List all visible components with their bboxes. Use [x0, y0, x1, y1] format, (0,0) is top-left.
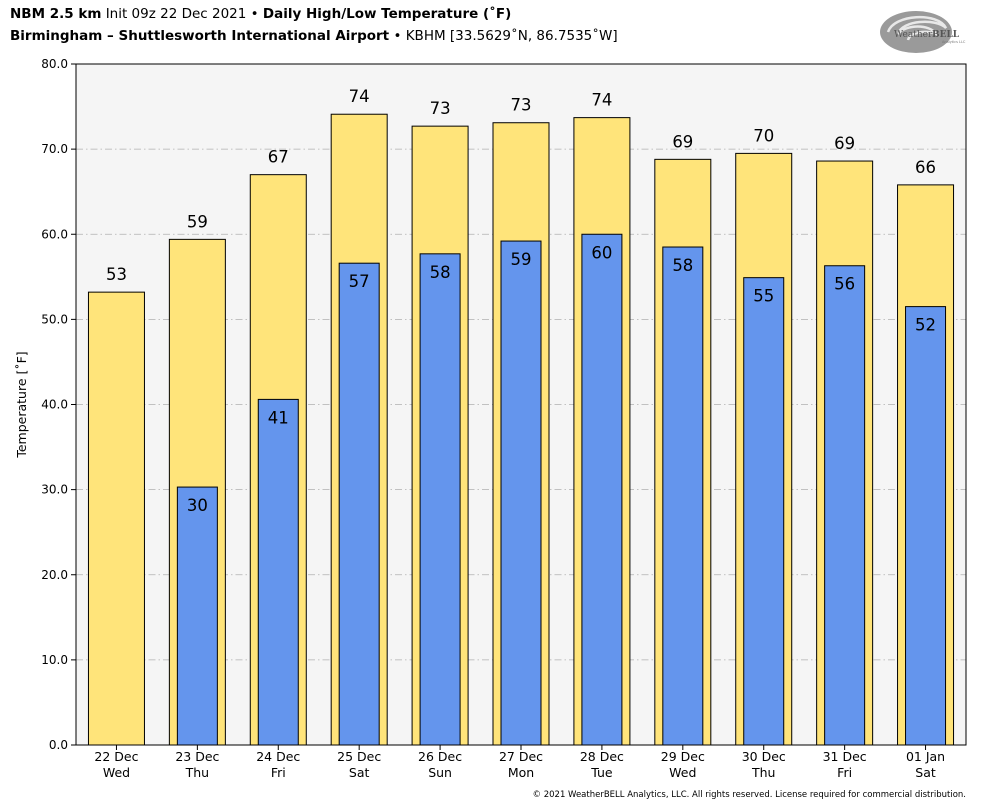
y-tick-label: 70.0 [41, 142, 68, 156]
chart-title-line-2: Birmingham – Shuttlesworth International… [10, 28, 618, 44]
low-bar [176, 486, 218, 746]
y-tick-label: 20.0 [41, 568, 68, 582]
low-bar-label: 41 [268, 408, 289, 427]
x-tick-date: 24 Dec [256, 749, 300, 764]
y-tick-label: 10.0 [41, 653, 68, 667]
high-bar-label: 73 [511, 96, 532, 115]
high-temperature-labels: 53 59 67 74 73 73 74 69 70 69 66 [106, 87, 936, 284]
low-bar-label: 60 [591, 243, 612, 262]
x-tick-date: 30 Dec [742, 749, 786, 764]
y-tick-label: 30.0 [41, 483, 68, 497]
x-tick-day: Wed [103, 765, 130, 780]
copyright-notice: © 2021 WeatherBELL Analytics, LLC. All r… [532, 790, 966, 800]
low-bar [338, 262, 380, 746]
x-tick-date: 29 Dec [661, 749, 705, 764]
logo-text-b: BELL [932, 30, 960, 40]
high-bar [87, 291, 145, 746]
low-bar-label: 56 [834, 275, 855, 294]
high-bar-label: 69 [672, 132, 693, 151]
low-bar-label: 57 [349, 272, 370, 291]
logo-text-a: Weather [894, 30, 933, 40]
low-bar-label: 30 [187, 496, 208, 515]
product-name: Daily High/Low Temperature (˚F) [262, 6, 512, 22]
high-bar-label: 69 [834, 134, 855, 153]
x-tick-date: 22 Dec [94, 749, 138, 764]
x-tick-date: 25 Dec [337, 749, 381, 764]
model-name: NBM 2.5 km [10, 6, 102, 22]
low-bar [419, 253, 461, 746]
separator: • [393, 28, 402, 44]
low-bar [743, 277, 785, 746]
high-bar-label: 74 [591, 91, 612, 110]
low-bar-label: 58 [672, 256, 693, 275]
station-info: KBHM [33.5629˚N, 86.7535˚W] [405, 28, 618, 44]
x-tick-day: Mon [508, 765, 534, 780]
high-bar-label: 53 [106, 265, 127, 284]
high-bar-label: 66 [915, 158, 936, 177]
low-bar-label: 55 [753, 287, 774, 306]
x-tick-day: Fri [837, 765, 852, 780]
x-tick-day: Thu [185, 765, 209, 780]
logo-sub: Analytics LLC [942, 40, 966, 44]
low-bar [662, 246, 704, 746]
low-bar-label: 52 [915, 316, 936, 335]
init-time: Init 09z 22 Dec 2021 [105, 6, 247, 22]
low-bar [500, 240, 542, 746]
x-tick-date: 23 Dec [175, 749, 219, 764]
low-bar-label: 59 [511, 250, 532, 269]
y-tick-label: 80.0 [41, 57, 68, 71]
y-axis-label: Temperature [˚F] [14, 351, 29, 458]
high-bar-label: 74 [349, 87, 370, 106]
x-tick-day: Thu [751, 765, 775, 780]
y-tick-label: 60.0 [41, 227, 68, 241]
low-bar [257, 398, 299, 746]
x-tick-day: Sat [915, 765, 936, 780]
x-tick-day: Sun [428, 765, 452, 780]
low-bar [824, 265, 866, 746]
x-tick-day: Tue [590, 765, 613, 780]
y-tick-label: 0.0 [49, 738, 68, 752]
high-bar-label: 67 [268, 148, 289, 167]
high-bar-label: 73 [430, 99, 451, 118]
low-temperature-labels: 30 41 57 58 59 60 58 55 56 52 [187, 243, 936, 515]
low-bar [905, 306, 947, 746]
y-axis: 0.0 10.0 20.0 30.0 40.0 50.0 60.0 70.0 80.0 [41, 57, 76, 752]
high-bar-label: 59 [187, 212, 208, 231]
low-bar [581, 233, 623, 746]
location-name: Birmingham – Shuttlesworth International… [10, 28, 390, 44]
low-temperature-bars [176, 233, 947, 746]
chart-title-line-1: NBM 2.5 km Init 09z 22 Dec 2021 • Daily … [10, 6, 511, 22]
low-bar-label: 58 [430, 263, 451, 282]
x-tick-date: 28 Dec [580, 749, 624, 764]
x-tick-day: Fri [271, 765, 286, 780]
x-tick-date: 01 Jan [906, 749, 945, 764]
x-tick-date: 27 Dec [499, 749, 543, 764]
x-tick-date: 31 Dec [823, 749, 867, 764]
separator: • [250, 6, 259, 22]
x-tick-day: Wed [669, 765, 696, 780]
weatherbell-logo: Weather BELL Analytics LLC [880, 11, 966, 53]
x-tick-day: Sat [349, 765, 370, 780]
high-bar-label: 70 [753, 126, 774, 145]
y-tick-label: 40.0 [41, 398, 68, 412]
y-tick-label: 50.0 [41, 312, 68, 326]
x-tick-date: 26 Dec [418, 749, 462, 764]
